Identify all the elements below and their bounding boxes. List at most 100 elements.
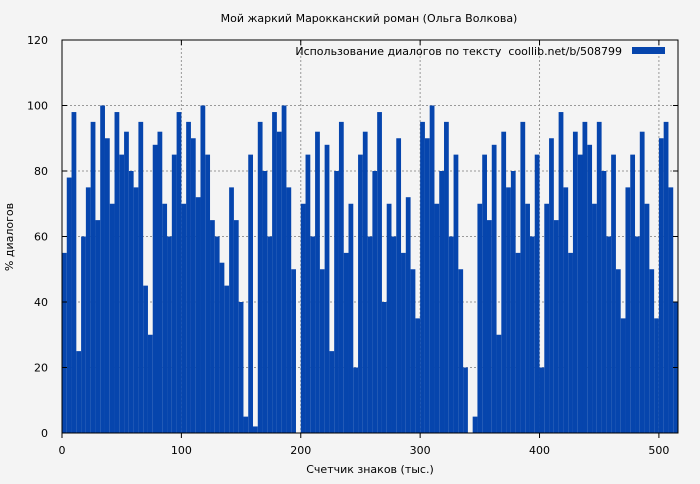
legend-label: Использование диалогов по тексту coollib… [295,45,622,58]
chart-title: Мой жаркий Марокканский роман (Ольга Вол… [221,12,518,25]
ticks: 0 20 40 60 80 100 120 0 100 200 300 400 500 [27,34,678,457]
bar [549,138,554,433]
bar [515,252,521,433]
bar [338,121,344,433]
x-tick-label: 500 [648,444,669,457]
bar [453,154,459,433]
bar [568,252,573,433]
bar [654,318,659,433]
bar [434,203,440,433]
bar [281,105,287,433]
bar [639,131,645,433]
bar [257,121,263,433]
bar [85,187,91,433]
bar [233,220,239,433]
bar [477,203,483,433]
bar [601,171,607,433]
bar [205,154,211,433]
bar [95,220,101,433]
bar [286,187,292,433]
y-tick-label: 100 [27,100,48,113]
bar [396,138,402,433]
bar [463,367,468,433]
bar [444,121,449,433]
bar [171,154,177,433]
bar [219,262,225,433]
bar [625,187,631,433]
bar [238,302,244,433]
bar [596,121,602,433]
bar [486,220,492,433]
bar [272,112,277,434]
bar [262,171,268,433]
bar [315,131,320,433]
bar [90,121,96,433]
bar [329,351,335,433]
y-tick-label: 20 [34,362,48,375]
bar [401,252,406,433]
bar [424,138,430,433]
bar [66,177,72,433]
bar [644,203,650,433]
bar [405,197,411,433]
bar [195,197,201,433]
bar [448,236,454,433]
legend: Использование диалогов по тексту coollib… [295,45,665,58]
bar [658,138,664,433]
bar [491,144,497,434]
bar [81,236,86,433]
bar [143,285,148,433]
bar [190,138,196,433]
bar [276,131,282,433]
bar [668,187,674,433]
bar [229,187,234,433]
bar [587,144,593,434]
bar [109,203,115,433]
bar [620,318,626,433]
bar [334,171,339,433]
bar [372,171,378,433]
bar [291,269,296,433]
bar [71,112,77,434]
x-tick-label: 300 [410,444,431,457]
bar [558,112,564,434]
bar [415,318,421,433]
x-tick-label: 100 [171,444,192,457]
bar [611,154,616,433]
bar [391,236,397,433]
bar [128,171,134,433]
y-tick-label: 80 [34,165,48,178]
bar [606,236,612,433]
bar [267,236,273,433]
y-tick-label: 40 [34,296,48,309]
bar [429,105,435,433]
bar [510,171,516,433]
bar [114,112,120,434]
bar [167,236,172,433]
bar [353,367,359,433]
bar [663,121,669,433]
bar [358,154,363,433]
bar [582,121,588,433]
bar [104,138,110,433]
x-axis-label: Счетчик знаков (тыс.) [306,463,434,476]
bar [348,203,354,433]
bar [496,334,502,433]
bar [210,220,215,433]
y-tick-label: 120 [27,34,48,47]
bars [62,105,678,434]
bar [310,236,316,433]
bar [501,131,507,433]
y-tick-label: 60 [34,231,48,244]
bar [635,236,640,433]
bar [577,154,583,433]
bar [592,203,597,433]
bar [224,285,230,433]
bar [305,154,311,433]
bar [506,187,511,433]
bar [410,269,416,433]
bar [62,252,67,433]
bar [243,416,249,433]
bar [248,154,254,433]
